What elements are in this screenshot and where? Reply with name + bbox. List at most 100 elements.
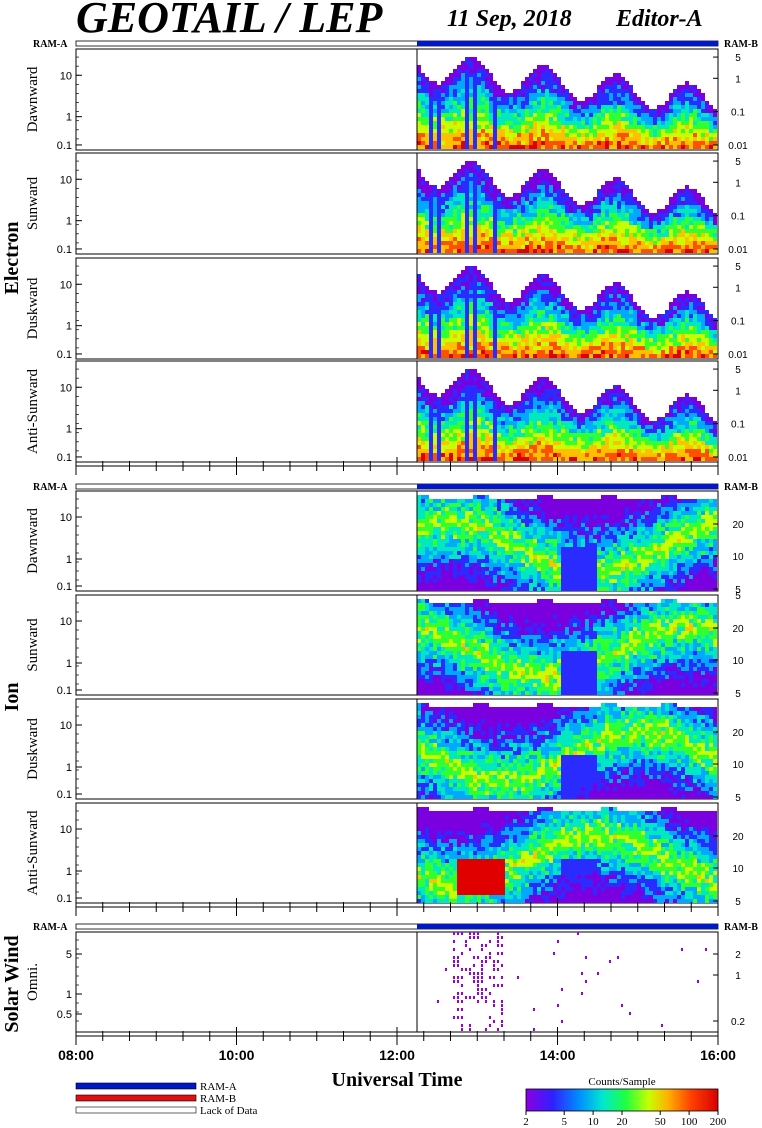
spectrogram-raster xyxy=(417,703,717,799)
right-tick-label: 20 xyxy=(732,520,744,531)
legend-swatch-ram-a xyxy=(75,1082,197,1090)
spectrogram-raster xyxy=(417,161,717,253)
left-tick-label: 0.1 xyxy=(57,244,72,256)
panel-i1: Dawnward 10 1 0.1 20 10 5 xyxy=(25,490,744,596)
right-tick-label: 0.1 xyxy=(731,212,745,223)
ram-strip-right-label: RAM-B xyxy=(724,482,758,493)
ram-strip-right-label: RAM-B xyxy=(724,922,758,933)
panel-label: Duskward xyxy=(25,718,41,780)
left-tick-label: 0.5 xyxy=(57,1009,72,1021)
colorbar-tick-label: 5 xyxy=(561,1116,567,1128)
ram-strip-ion: RAM-A RAM-B xyxy=(33,482,758,493)
right-tick-label: 0.01 xyxy=(728,350,748,361)
time-axis-label: Universal Time xyxy=(332,1069,463,1091)
left-tick-label: 1 xyxy=(66,216,72,228)
right-tick-label: 1 xyxy=(735,971,741,982)
colorbar-tick-label: 2 xyxy=(523,1116,529,1128)
colorbar-tick-label: 50 xyxy=(655,1116,667,1128)
ram-legend: RAM-A RAM-B Lack of Data xyxy=(75,1081,258,1117)
panel-label: Anti-Sunward xyxy=(25,369,41,454)
colorbar-tick-label: 100 xyxy=(681,1116,698,1128)
legend-label-ram-a: RAM-A xyxy=(200,1081,237,1093)
left-tick-label: 0.1 xyxy=(57,452,72,464)
panel-label: Sunward xyxy=(25,618,41,672)
right-tick-label: 1 xyxy=(735,386,741,397)
right-tick-label: 5 xyxy=(735,585,741,596)
right-tick-label: 5 xyxy=(735,793,741,804)
spectrogram-raster xyxy=(437,932,707,1031)
panel-i4: Anti-Sunward 10 1 0.1 20 10 5 xyxy=(25,802,744,908)
legend-swatch-ram-b xyxy=(75,1094,197,1102)
left-tick-label: 0.1 xyxy=(57,349,72,361)
left-tick-label: 1 xyxy=(66,321,72,333)
right-tick-label: 5 xyxy=(735,689,741,700)
figure-editor: Editor-A xyxy=(615,6,703,32)
left-tick-label: 1 xyxy=(66,989,72,1001)
figure-date: 11 Sep, 2018 xyxy=(447,6,572,32)
group-label-solar-wind: Solar Wind xyxy=(1,935,23,1032)
panel-sw: Omni. 5 1 0.5 2 1 0.2 xyxy=(25,931,745,1033)
time-tick-label: 08:00 xyxy=(58,1047,94,1063)
right-tick-label: 20 xyxy=(732,832,744,843)
right-tick-label: 0.2 xyxy=(731,1017,745,1028)
right-tick-label: 5 xyxy=(735,897,741,908)
right-tick-label: 0.1 xyxy=(731,317,745,328)
colorbar-tick-label: 20 xyxy=(617,1116,629,1128)
legend-swatch-lack-of-data xyxy=(75,1106,197,1114)
panel-e3: Duskward 10 1 0.1 5 1 0.1 0.01 xyxy=(25,257,748,361)
right-tick-label: 2 xyxy=(735,950,741,961)
time-tick-label: 10:00 xyxy=(219,1047,255,1063)
ram-strip-electron: RAM-A RAM-B xyxy=(33,39,758,50)
right-tick-label: 1 xyxy=(735,74,741,85)
ram-strip-solar-wind: RAM-A RAM-B xyxy=(33,922,758,933)
left-tick-label: 10 xyxy=(60,824,72,836)
group-label-ion: Ion xyxy=(1,683,23,712)
panel-label: Dawnward xyxy=(25,508,41,574)
left-tick-label: 1 xyxy=(66,658,72,670)
panel-e4: Anti-Sunward 10 1 0.1 5 1 0.1 0.01 xyxy=(25,360,748,464)
time-axis: 08:00 10:00 12:00 14:00 16:00 xyxy=(58,457,736,1063)
panel-label: Duskward xyxy=(25,277,41,339)
time-tick-label: 16:00 xyxy=(700,1047,736,1063)
right-tick-label: 5 xyxy=(735,591,741,602)
panel-i2: Sunward 10 1 0.1 5 20 10 5 xyxy=(25,591,744,700)
colorbar-title: Counts/Sample xyxy=(588,1076,655,1088)
right-tick-label: 10 xyxy=(732,552,744,563)
left-tick-label: 1 xyxy=(66,424,72,436)
right-tick-label: 20 xyxy=(732,728,744,739)
left-tick-label: 1 xyxy=(66,554,72,566)
colorbar-tick-label: 200 xyxy=(710,1116,727,1128)
right-tick-label: 5 xyxy=(735,262,741,273)
right-tick-label: 1 xyxy=(735,283,741,294)
spectrogram-raster xyxy=(417,495,717,591)
ram-strip-left-label: RAM-A xyxy=(33,39,68,50)
right-tick-label: 20 xyxy=(732,624,744,635)
right-tick-label: 5 xyxy=(735,157,741,168)
ram-strip-left-label: RAM-A xyxy=(33,482,68,493)
left-tick-label: 0.1 xyxy=(57,893,72,905)
left-tick-label: 5 xyxy=(66,949,72,961)
right-tick-label: 0.1 xyxy=(731,108,745,119)
right-tick-label: 5 xyxy=(735,53,741,64)
spectrogram-raster xyxy=(417,807,717,903)
left-tick-label: 10 xyxy=(60,70,72,82)
spectrogram-raster xyxy=(417,57,717,149)
panel-frame xyxy=(75,931,719,1033)
right-tick-label: 10 xyxy=(732,760,744,771)
spectrogram-raster xyxy=(417,369,717,461)
left-tick-label: 1 xyxy=(66,762,72,774)
left-tick-label: 0.1 xyxy=(57,685,72,697)
left-tick-label: 0.1 xyxy=(57,581,72,593)
panel-label: Dawnward xyxy=(25,66,41,132)
right-tick-label: 0.1 xyxy=(731,420,745,431)
left-tick-label: 0.1 xyxy=(57,789,72,801)
left-tick-label: 1 xyxy=(66,112,72,124)
ram-strip-left-label: RAM-A xyxy=(33,922,68,933)
left-tick-label: 1 xyxy=(66,866,72,878)
spectrogram-raster xyxy=(417,266,717,358)
panel-label: Anti-Sunward xyxy=(25,810,41,895)
right-tick-label: 10 xyxy=(732,864,744,875)
right-tick-label: 1 xyxy=(735,178,741,189)
colorbar: Counts/Sample 2 5 10 20 50 100 200 xyxy=(523,1076,727,1128)
